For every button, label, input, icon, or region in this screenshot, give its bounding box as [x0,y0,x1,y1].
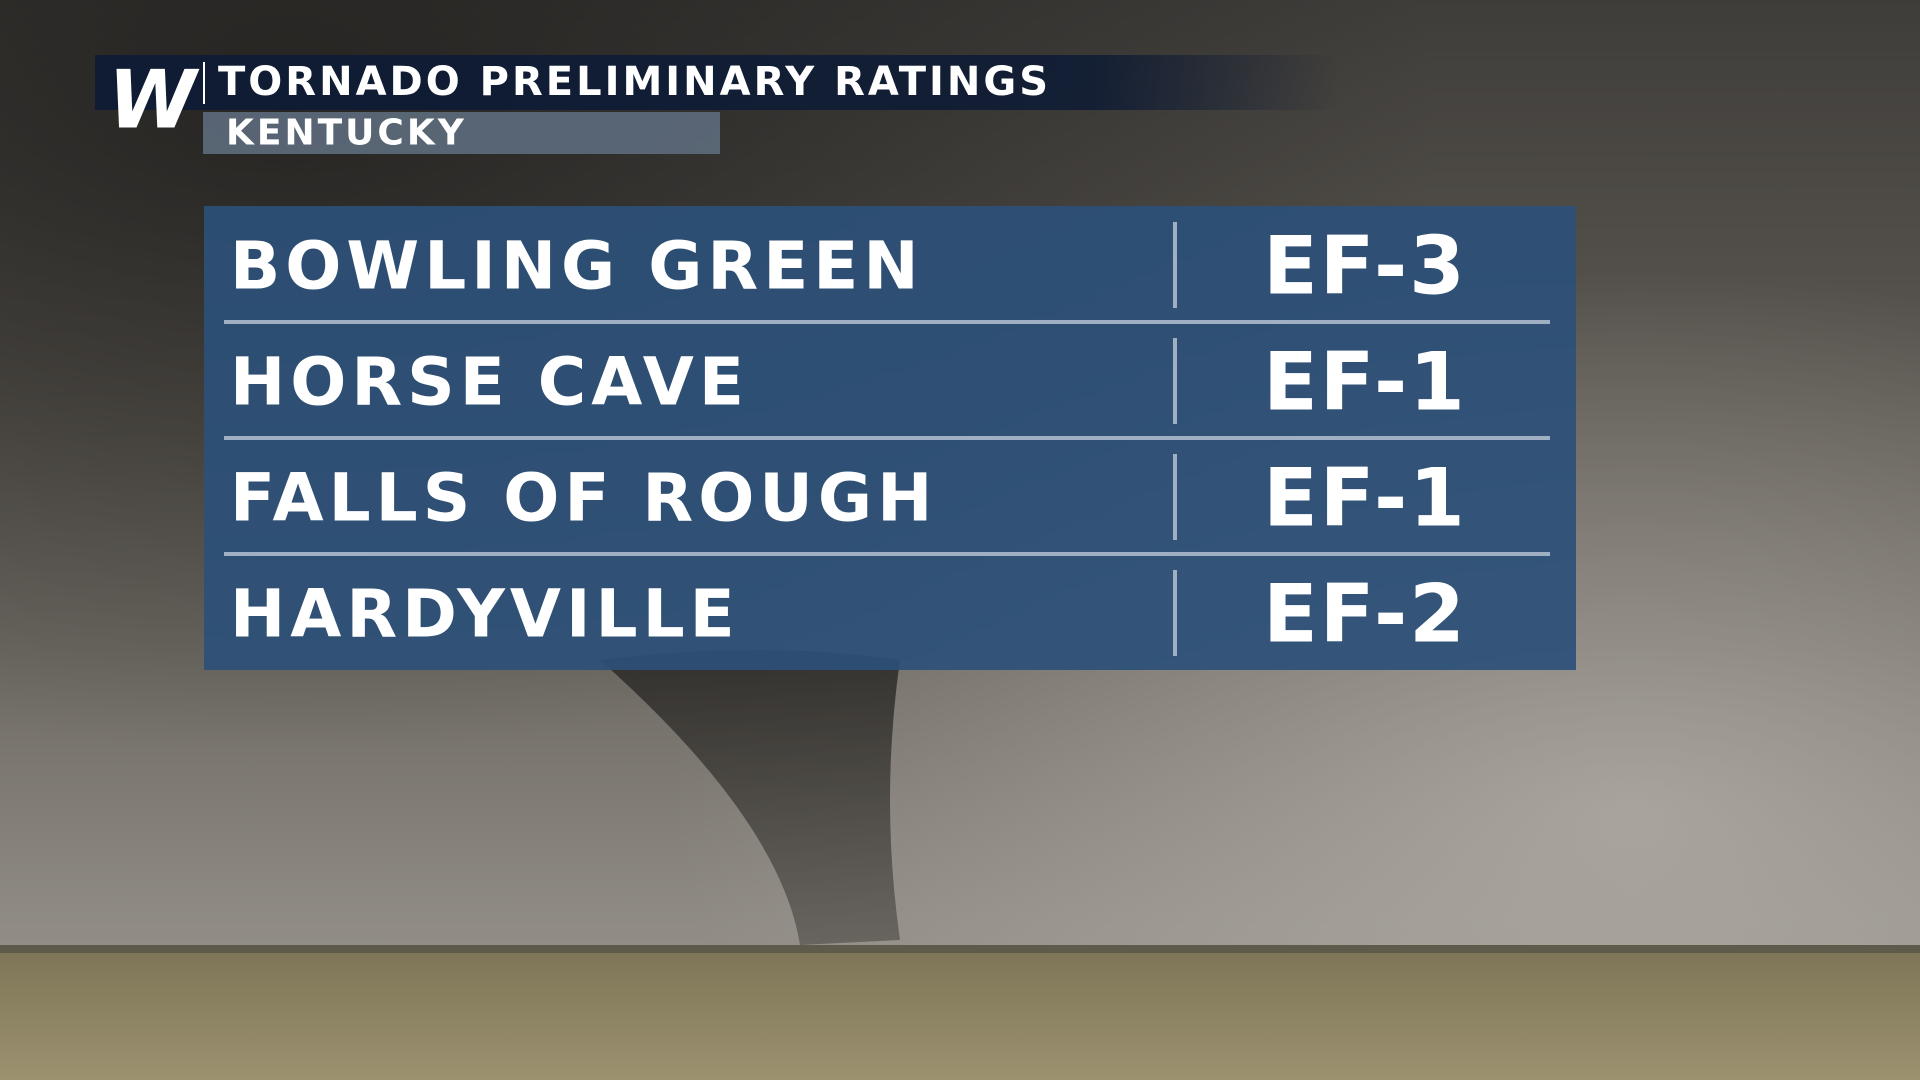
place-name: BOWLING GREEN [230,228,924,305]
title: TORNADO PRELIMINARY RATINGS [218,59,1051,105]
rating: EF-1 [1263,452,1467,545]
place-name: HORSE CAVE [230,344,749,421]
subtitle: KENTUCKY [226,113,467,154]
rating: EF-3 [1263,220,1467,313]
rating: EF-1 [1263,336,1467,429]
title-bar [95,55,1340,110]
place-name: HARDYVILLE [230,576,740,653]
horizon [0,945,1920,953]
logo: W [108,54,200,147]
subtitle-bar [203,112,720,154]
table: BOWLING GREEN EF-3 HORSE CAVE EF-1 FALLS OF … [224,220,1550,661]
background-field [0,950,1920,1080]
tornado-funnel [600,650,900,945]
place-name: FALLS OF ROUGH [230,460,937,537]
rating: EF-2 [1263,568,1467,661]
